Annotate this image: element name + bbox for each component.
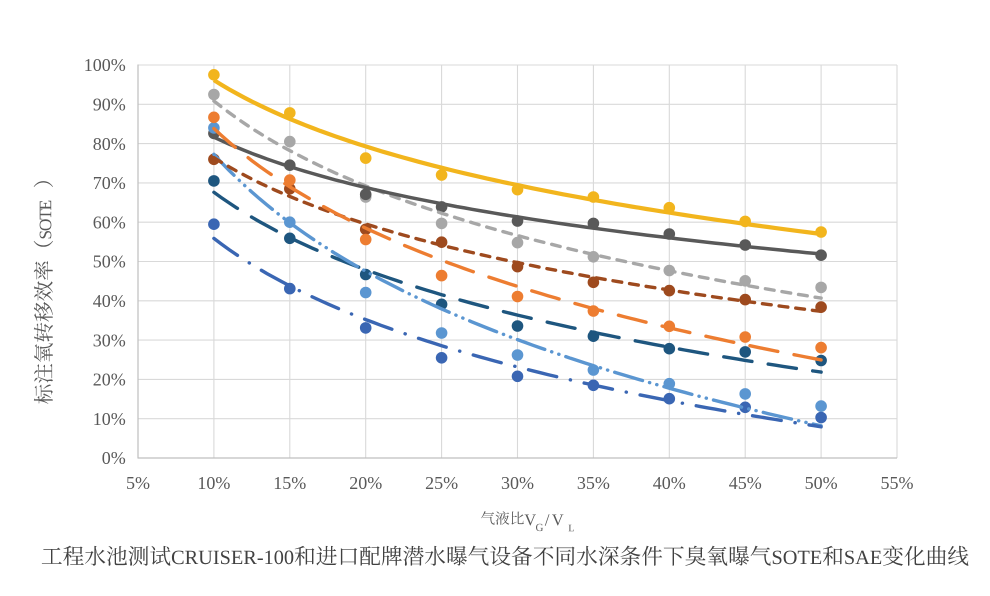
svg-text:20%: 20% [349, 473, 382, 493]
svg-text:0%: 0% [102, 448, 126, 468]
svg-text:15%: 15% [273, 473, 306, 493]
svg-text:55%: 55% [881, 473, 914, 493]
svg-text:10%: 10% [197, 473, 230, 493]
svg-text:80%: 80% [93, 134, 126, 154]
svg-text:60%: 60% [93, 212, 126, 232]
svg-text:25%: 25% [425, 473, 458, 493]
svg-text:50%: 50% [805, 473, 838, 493]
svg-text:50%: 50% [93, 252, 126, 272]
svg-text:40%: 40% [93, 291, 126, 311]
svg-text:30%: 30% [501, 473, 534, 493]
svg-text:35%: 35% [577, 473, 610, 493]
svg-text:100%: 100% [84, 55, 126, 75]
svg-text:5%: 5% [126, 473, 150, 493]
svg-text:40%: 40% [653, 473, 686, 493]
svg-text:20%: 20% [93, 370, 126, 390]
svg-text:30%: 30% [93, 330, 126, 350]
svg-text:10%: 10% [93, 409, 126, 429]
svg-text:90%: 90% [93, 95, 126, 115]
svg-text:70%: 70% [93, 173, 126, 193]
svg-text:45%: 45% [729, 473, 762, 493]
